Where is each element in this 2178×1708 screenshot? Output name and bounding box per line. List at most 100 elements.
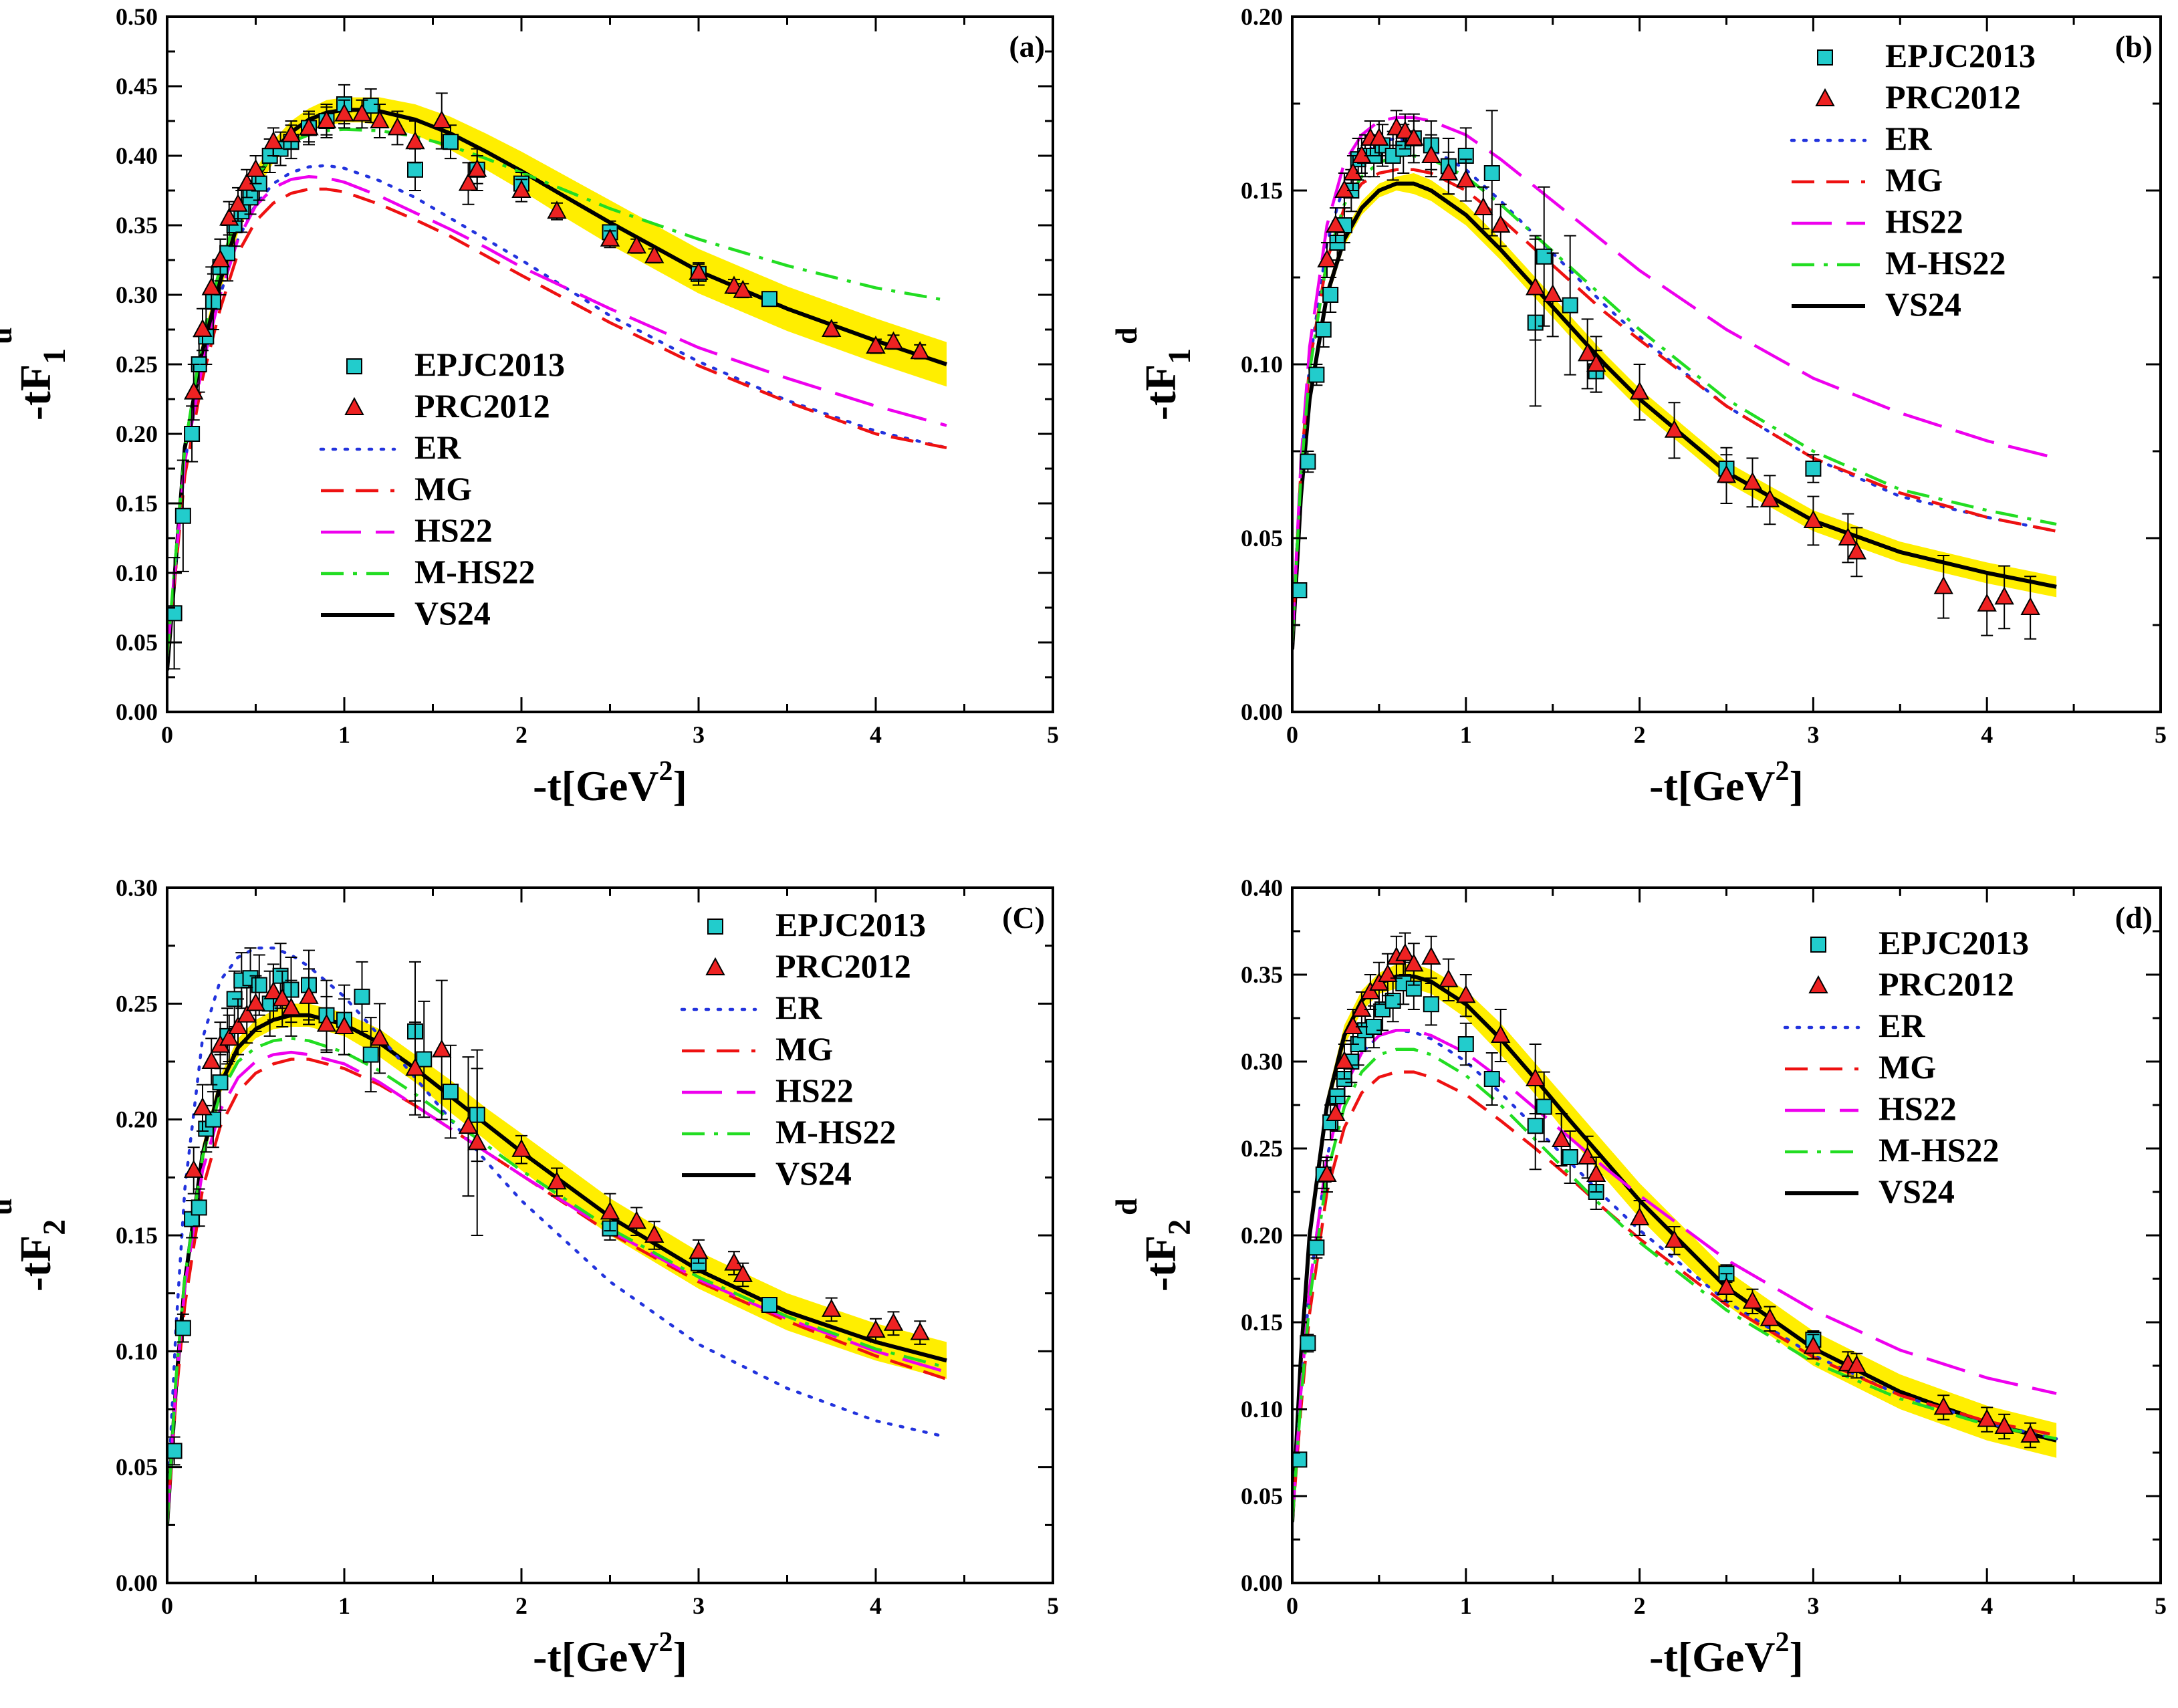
data-point-prc2012 [1491, 1024, 1511, 1043]
data-point-prc2012 [352, 103, 372, 122]
data-point-epjc2013 [1366, 1019, 1382, 1035]
data-point-prc2012 [1577, 1146, 1598, 1165]
data-point-prc2012 [1334, 179, 1354, 198]
data-point-epjc2013 [184, 426, 201, 442]
series-line-hs22 [167, 174, 947, 657]
data-point-prc2012 [822, 1298, 842, 1317]
legend-label-m-hs22: M-HS22 [775, 1113, 896, 1150]
x-tick-label: 0 [161, 1592, 173, 1619]
x-tick-label: 0 [1286, 1592, 1298, 1619]
data-point-epjc2013 [1308, 1239, 1325, 1256]
legend-label-mg: MG [1885, 161, 1943, 199]
data-point-epjc2013 [1483, 165, 1500, 181]
x-tick-label: 3 [693, 1592, 705, 1619]
data-point-epjc2013 [761, 1297, 777, 1313]
data-point-prc2012 [1317, 1163, 1337, 1182]
data-point-prc2012 [1439, 162, 1459, 180]
series-line-hs22 [167, 1050, 947, 1526]
data-point-prc2012 [910, 1322, 930, 1340]
uncertainty-band-vs24 [167, 97, 947, 682]
data-point-prc2012 [467, 158, 487, 177]
data-point-prc2012 [1933, 576, 1953, 594]
y-tick-label: 0.00 [1241, 1570, 1283, 1596]
data-point-prc2012 [1543, 283, 1563, 302]
data-point-prc2012 [1994, 586, 2014, 605]
data-point-epjc2013 [1536, 248, 1552, 265]
data-point-prc2012 [1846, 541, 1867, 560]
data-point-prc2012 [547, 201, 567, 219]
y-tick-label: 0.10 [116, 1338, 158, 1364]
x-tick-label: 2 [1634, 721, 1646, 748]
panel-3: 0 1 2 3 4 50.000.050.100.150.200.250.30(C)-t[… [0, 874, 1059, 1681]
y-axis-title-subscript: 1 [37, 348, 72, 364]
data-point-epjc2013 [1308, 366, 1325, 383]
series-line-mg [167, 1058, 947, 1526]
data-point-epjc2013 [212, 1074, 229, 1091]
panel-3-panel-label: (C) [1002, 900, 1045, 935]
data-point-prc2012 [237, 1004, 257, 1023]
y-axis-title-main: -tF1 [11, 348, 72, 420]
data-point-prc2012 [405, 1058, 425, 1076]
data-point-epjc2013 [1315, 322, 1332, 338]
y-tick-label: 0.35 [116, 212, 158, 239]
y-tick-label: 0.10 [1241, 1396, 1283, 1423]
x-axis-title-main: -t[GeV [1649, 1633, 1775, 1681]
legend-label-epjc2013: EPJC2013 [1879, 924, 2029, 961]
data-point-prc2012 [334, 103, 354, 122]
data-point-prc2012 [193, 318, 213, 337]
data-point-epjc2013 [1562, 1149, 1578, 1165]
legend-symbol-epjc2013 [1810, 937, 1826, 953]
panel-4-y-axis-title: -tF2 d [1109, 1198, 1197, 1292]
data-point-prc2012 [201, 277, 221, 295]
y-axis-title-main: -tF2 [11, 1219, 72, 1292]
data-point-prc2012 [1716, 465, 1737, 483]
x-axis-title-main: -t[GeV [533, 762, 658, 810]
data-point-prc2012 [458, 1115, 479, 1134]
data-point-prc2012 [281, 997, 301, 1016]
data-point-prc2012 [733, 1263, 753, 1282]
y-tick-label: 0.15 [1241, 1309, 1283, 1336]
legend-label-prc2012: PRC2012 [1885, 78, 2021, 116]
data-point-epjc2013 [443, 134, 459, 150]
data-point-prc2012 [1491, 214, 1511, 233]
legend-label-hs22: HS22 [1879, 1090, 1957, 1127]
data-point-prc2012 [1664, 1229, 1685, 1248]
data-point-prc2012 [1803, 509, 1824, 528]
legend-label-prc2012: PRC2012 [775, 947, 911, 985]
data-point-prc2012 [1977, 593, 1997, 612]
series-line-m-hs22 [1292, 1048, 2057, 1523]
x-tick-label: 0 [161, 721, 173, 748]
legend-label-prc2012: PRC2012 [414, 387, 550, 424]
data-point-prc2012 [1334, 1050, 1354, 1069]
data-point-epjc2013 [1423, 996, 1439, 1013]
panel-1-panel-label: (a) [1009, 29, 1045, 64]
x-axis-title-end: ] [673, 762, 687, 810]
panel-1-plot-area [167, 84, 949, 682]
data-point-prc2012 [237, 172, 257, 191]
y-tick-label: 0.30 [116, 874, 158, 901]
data-point-prc2012 [1456, 169, 1476, 188]
y-tick-label: 0.15 [116, 490, 158, 517]
x-tick-label: 4 [870, 721, 882, 748]
data-point-prc2012 [600, 1201, 620, 1220]
y-tick-label: 0.45 [116, 73, 158, 100]
x-tick-label: 5 [2155, 721, 2167, 748]
data-point-prc2012 [316, 110, 337, 128]
data-point-epjc2013 [191, 1199, 207, 1216]
panel-3-y-axis-title: -tF2 u [0, 1198, 72, 1292]
data-point-prc2012 [1526, 1068, 1546, 1086]
data-point-epjc2013 [174, 1320, 191, 1336]
x-tick-label: 3 [1807, 1592, 1819, 1619]
data-point-prc2012 [511, 1138, 531, 1157]
legend-label-m-hs22: M-HS22 [1879, 1131, 2000, 1169]
data-point-prc2012 [1343, 162, 1363, 180]
y-tick-label: 0.40 [1241, 874, 1283, 901]
data-point-prc2012 [1395, 120, 1415, 139]
data-point-epjc2013 [354, 988, 370, 1005]
data-point-prc2012 [1933, 1396, 1953, 1415]
series-line-vs24 [167, 108, 947, 670]
x-tick-label: 4 [1981, 1592, 1993, 1619]
data-point-prc2012 [866, 1320, 886, 1338]
